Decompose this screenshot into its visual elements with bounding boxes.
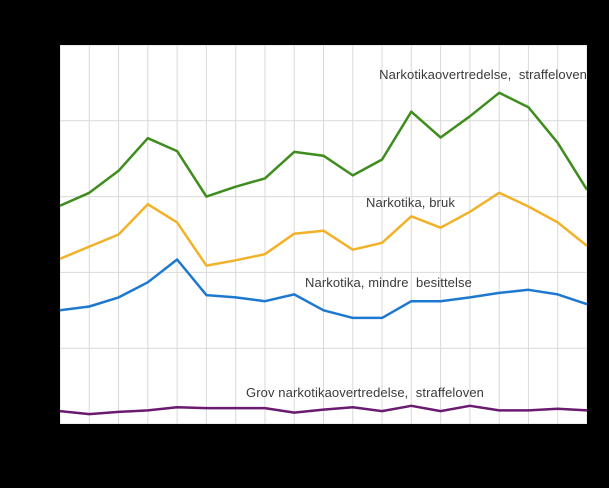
series-label-grov-narkotikaovertredelse-straffeloven: Grov narkotikaovertredelse, straffeloven (246, 385, 484, 400)
series-label-narkotikaovertredelse-straffeloven: Narkotikaovertredelse, straffeloven (379, 67, 587, 82)
series-line-narkotika-mindre-besittelse (60, 258, 587, 320)
plot-area (60, 45, 587, 424)
series-line-narkotikaovertredelse-straffeloven (60, 91, 587, 207)
chart-plot-svg (60, 45, 587, 424)
series-line-narkotika-bruk (60, 191, 587, 267)
series-label-narkotika-mindre-besittelse: Narkotika, mindre besittelse (305, 275, 472, 290)
series-line-grov-narkotikaovertredelse-straffeloven (60, 404, 587, 416)
series-label-narkotika-bruk: Narkotika, bruk (366, 195, 455, 210)
